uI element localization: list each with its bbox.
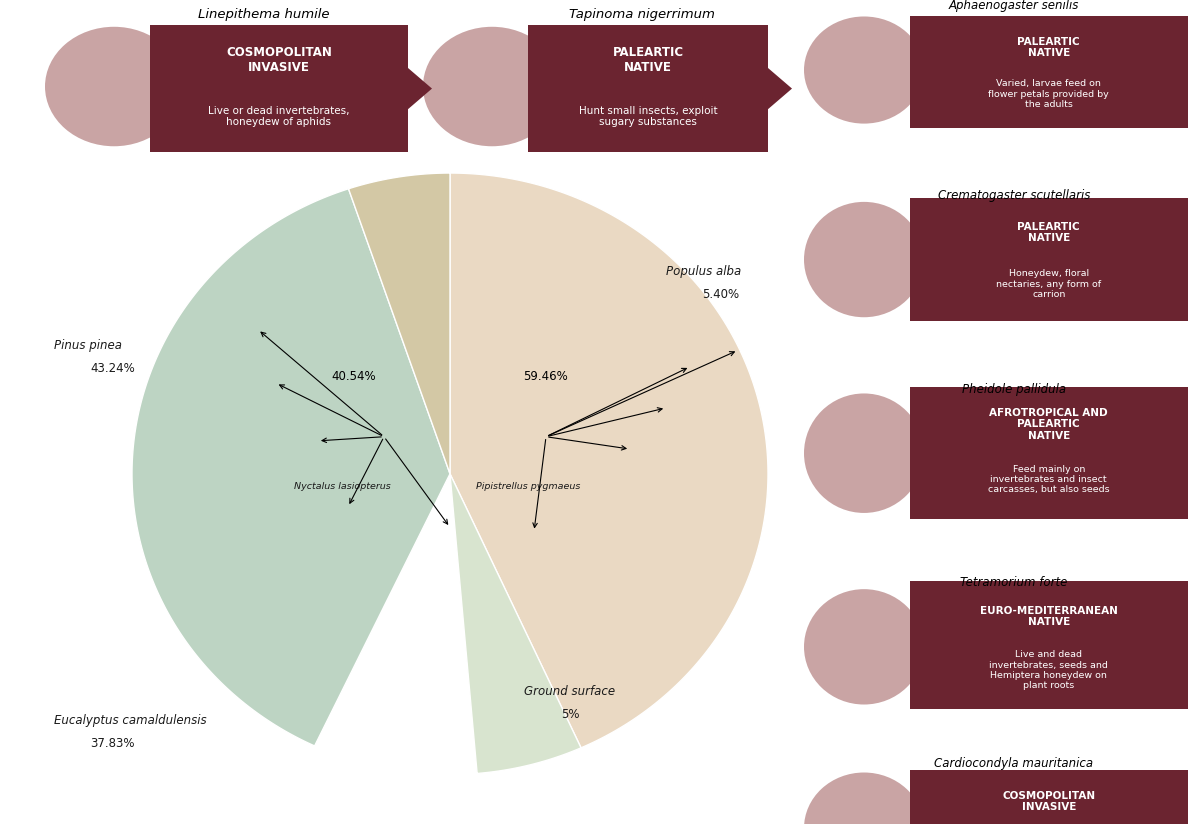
- Text: Pipistrellus pygmaeus: Pipistrellus pygmaeus: [476, 482, 580, 491]
- Text: COSMOPOLITAN
INVASIVE: COSMOPOLITAN INVASIVE: [1002, 791, 1096, 812]
- Text: Nyctalus lasiopterus: Nyctalus lasiopterus: [294, 482, 390, 491]
- Text: Feed mainly on
invertebrates and insect
carcasses, but also seeds: Feed mainly on invertebrates and insect …: [988, 465, 1110, 494]
- Text: Tetramorium forte: Tetramorium forte: [960, 576, 1068, 589]
- FancyBboxPatch shape: [910, 770, 1188, 824]
- Text: PALEARTIC
NATIVE: PALEARTIC NATIVE: [1018, 37, 1080, 59]
- Text: 40.54%: 40.54%: [331, 370, 377, 383]
- Text: 59.46%: 59.46%: [523, 370, 569, 383]
- Polygon shape: [450, 474, 581, 774]
- Text: AFROTROPICAL AND
PALEARTIC
NATIVE: AFROTROPICAL AND PALEARTIC NATIVE: [990, 408, 1108, 441]
- Text: Honeydew, floral
nectaries, any form of
carrion: Honeydew, floral nectaries, any form of …: [996, 269, 1102, 299]
- Text: Tapinoma nigerrimum: Tapinoma nigerrimum: [569, 7, 715, 21]
- Text: Pinus pinea: Pinus pinea: [54, 339, 122, 352]
- Ellipse shape: [804, 589, 924, 705]
- FancyBboxPatch shape: [910, 387, 1188, 519]
- Text: Varied, larvae feed on
flower petals provided by
the adults: Varied, larvae feed on flower petals pro…: [989, 79, 1109, 110]
- Ellipse shape: [804, 773, 924, 824]
- Text: Live and dead
invertebrates, seeds and
Hemiptera honeydew on
plant roots: Live and dead invertebrates, seeds and H…: [989, 650, 1109, 691]
- Text: Linepithema humile: Linepithema humile: [198, 7, 330, 21]
- Polygon shape: [450, 173, 768, 748]
- Text: EURO-MEDITERRANEAN
NATIVE: EURO-MEDITERRANEAN NATIVE: [980, 606, 1117, 628]
- Text: 43.24%: 43.24%: [90, 362, 134, 375]
- Polygon shape: [408, 68, 432, 110]
- Text: Cardiocondyla mauritanica: Cardiocondyla mauritanica: [935, 757, 1093, 770]
- Polygon shape: [348, 173, 450, 474]
- Text: 5%: 5%: [560, 708, 580, 721]
- Text: PALEARTIC
NATIVE: PALEARTIC NATIVE: [612, 46, 684, 74]
- Ellipse shape: [804, 394, 924, 513]
- Text: 5.40%: 5.40%: [702, 288, 739, 301]
- Text: Crematogaster scutellaris: Crematogaster scutellaris: [938, 189, 1090, 202]
- FancyBboxPatch shape: [150, 25, 408, 152]
- Text: Ground surface: Ground surface: [524, 685, 616, 698]
- FancyBboxPatch shape: [528, 25, 768, 152]
- Text: Hunt small insects, exploit
sugary substances: Hunt small insects, exploit sugary subst…: [578, 105, 718, 128]
- Ellipse shape: [804, 16, 924, 124]
- Polygon shape: [768, 68, 792, 110]
- Text: COSMOPOLITAN
INVASIVE: COSMOPOLITAN INVASIVE: [226, 46, 332, 74]
- Ellipse shape: [804, 202, 924, 317]
- Text: 37.83%: 37.83%: [90, 737, 134, 750]
- FancyBboxPatch shape: [910, 581, 1188, 709]
- FancyBboxPatch shape: [910, 16, 1188, 128]
- Text: Eucalyptus camaldulensis: Eucalyptus camaldulensis: [54, 714, 206, 727]
- Text: Aphaenogaster senilis: Aphaenogaster senilis: [949, 0, 1079, 12]
- Text: PALEARTIC
NATIVE: PALEARTIC NATIVE: [1018, 222, 1080, 243]
- Text: Pheidole pallidula: Pheidole pallidula: [962, 382, 1066, 396]
- Ellipse shape: [422, 26, 562, 147]
- Polygon shape: [132, 189, 450, 746]
- Ellipse shape: [46, 26, 182, 147]
- Text: Populus alba: Populus alba: [666, 265, 742, 278]
- Text: Live or dead invertebrates,
honeydew of aphids: Live or dead invertebrates, honeydew of …: [209, 105, 349, 128]
- FancyBboxPatch shape: [910, 198, 1188, 321]
